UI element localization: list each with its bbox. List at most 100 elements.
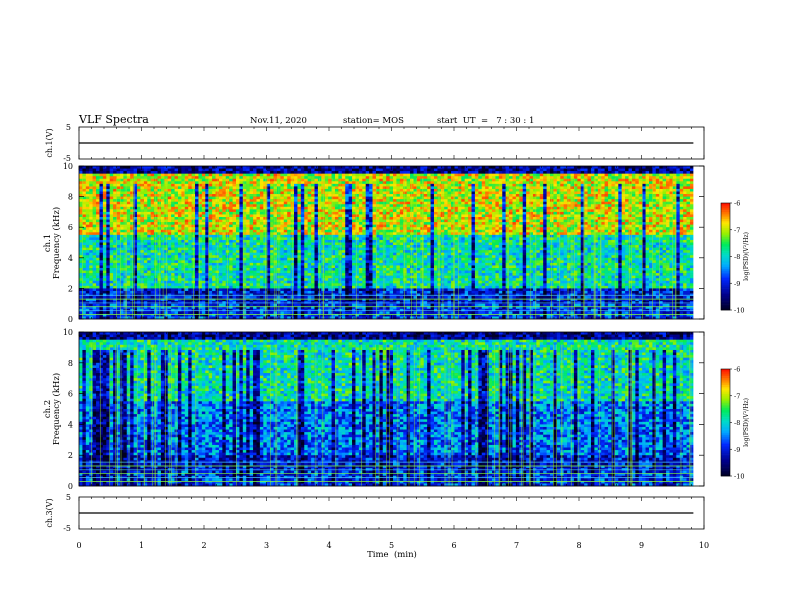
spectrogram-cell bbox=[342, 278, 346, 281]
spectrogram-cell bbox=[99, 176, 103, 179]
spectrogram-cell bbox=[274, 222, 278, 225]
spectrogram-cell bbox=[216, 166, 220, 169]
spectrogram-cell bbox=[229, 258, 233, 261]
spectrogram-cell bbox=[294, 263, 298, 266]
spectrogram-cell bbox=[287, 166, 291, 169]
spectrogram-cell bbox=[130, 166, 134, 169]
spectrogram-cell bbox=[86, 245, 90, 248]
spectrogram-cell bbox=[325, 271, 329, 274]
spectrogram-cell bbox=[304, 283, 308, 286]
spectrogram-cell bbox=[239, 186, 243, 189]
spectrogram-cell bbox=[308, 304, 312, 307]
spectrogram-cell bbox=[349, 222, 353, 225]
spectrogram-cell bbox=[253, 204, 257, 207]
spectrogram-cell bbox=[294, 230, 298, 233]
spectrogram-cell bbox=[103, 265, 107, 268]
spectrogram-cell bbox=[287, 176, 291, 179]
spectrogram-cell bbox=[154, 255, 158, 258]
spectrogram-cell bbox=[219, 311, 223, 314]
spectrogram-cell bbox=[96, 276, 100, 279]
spectrogram-cell bbox=[301, 268, 305, 271]
spectrogram-cell bbox=[147, 301, 151, 304]
spectrogram-cell bbox=[216, 186, 220, 189]
spectrogram-cell bbox=[270, 311, 274, 314]
spectrogram-cell bbox=[96, 286, 100, 289]
spectrogram-cell bbox=[308, 248, 312, 251]
spectrogram-cell bbox=[236, 248, 240, 251]
spectrogram-cell bbox=[253, 268, 257, 271]
spectrogram-cell bbox=[93, 174, 97, 177]
spectrogram-cell bbox=[335, 263, 339, 266]
spectrogram-cell bbox=[325, 174, 329, 177]
spectrogram-cell bbox=[301, 217, 305, 220]
spectrogram-cell bbox=[103, 181, 107, 184]
spectrogram-cell bbox=[96, 235, 100, 238]
spectrogram-cell bbox=[93, 283, 97, 286]
spectrogram-cell bbox=[325, 194, 329, 197]
spectrogram-cell bbox=[195, 237, 199, 240]
spectrogram-cell bbox=[236, 230, 240, 233]
spectrogram-cell bbox=[171, 181, 175, 184]
spectrogram-cell bbox=[209, 225, 213, 228]
spectrogram-cell bbox=[250, 227, 254, 230]
spectrogram-cell bbox=[256, 281, 260, 284]
spectrogram-cell bbox=[315, 245, 319, 248]
spectrogram-cell bbox=[345, 192, 349, 195]
spectrogram-cell bbox=[185, 220, 189, 223]
spectrogram-cell bbox=[342, 235, 346, 238]
spectrogram-cell bbox=[205, 171, 209, 174]
spectrogram-cell bbox=[82, 204, 86, 207]
spectrogram-cell bbox=[270, 166, 274, 169]
spectrogram-cell bbox=[144, 294, 148, 297]
spectrogram-cell bbox=[250, 288, 254, 291]
spectrogram-cell bbox=[209, 265, 213, 268]
spectrogram-cell bbox=[171, 260, 175, 263]
spectrogram-cell bbox=[345, 217, 349, 220]
spectrogram-cell bbox=[260, 260, 264, 263]
spectrogram-cell bbox=[294, 294, 298, 297]
spectrogram-cell bbox=[99, 278, 103, 281]
spectrogram-cell bbox=[280, 255, 284, 258]
spectrogram-cell bbox=[185, 204, 189, 207]
spectrogram-cell bbox=[195, 194, 199, 197]
spectrogram-cell bbox=[325, 253, 329, 256]
spectrogram-cell bbox=[253, 199, 257, 202]
spectrogram-cell bbox=[151, 296, 155, 299]
spectrogram-cell bbox=[216, 222, 220, 225]
spectrogram-cell bbox=[256, 248, 260, 251]
spectrogram-cell bbox=[212, 202, 216, 205]
spectrogram-cell bbox=[256, 169, 260, 172]
spectrogram-cell bbox=[355, 207, 359, 210]
spectrogram-cell bbox=[342, 311, 346, 314]
spectrogram-cell bbox=[274, 227, 278, 230]
spectrogram-cell bbox=[110, 288, 114, 291]
spectrogram-cell bbox=[93, 212, 97, 215]
spectrogram-cell bbox=[161, 240, 165, 243]
spectrogram-cell bbox=[79, 166, 83, 169]
spectrogram-cell bbox=[342, 271, 346, 274]
spectrogram-cell bbox=[185, 174, 189, 177]
spectrogram-cell bbox=[256, 174, 260, 177]
spectrogram-cell bbox=[154, 214, 158, 217]
spectrogram-cell bbox=[117, 202, 121, 205]
spectrogram-cell bbox=[127, 209, 131, 212]
spectrogram-cell bbox=[260, 166, 264, 169]
spectrogram-cell bbox=[318, 207, 322, 210]
spectrogram-cell bbox=[181, 197, 185, 200]
spectrogram-cell bbox=[308, 204, 312, 207]
spectrogram-cell bbox=[315, 220, 319, 223]
spectrogram-cell bbox=[270, 232, 274, 235]
spectrogram-cell bbox=[229, 169, 233, 172]
spectrogram-cell bbox=[137, 222, 141, 225]
spectrogram-cell bbox=[308, 207, 312, 210]
spectrogram-cell bbox=[229, 232, 233, 235]
spectrogram-cell bbox=[256, 202, 260, 205]
spectrogram-cell bbox=[250, 237, 254, 240]
spectrogram-cell bbox=[222, 212, 226, 215]
spectrogram-cell bbox=[185, 212, 189, 215]
spectrogram-cell bbox=[106, 209, 110, 212]
spectrogram-cell bbox=[325, 207, 329, 210]
spectrogram-cell bbox=[93, 309, 97, 312]
spectrogram-cell bbox=[256, 273, 260, 276]
spectrogram-cell bbox=[256, 194, 260, 197]
